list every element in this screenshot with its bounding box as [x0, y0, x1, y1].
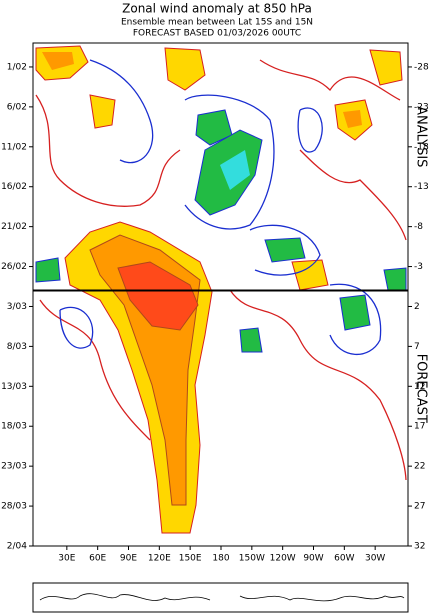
- contour: [89, 94, 116, 129]
- y2-tick-label: 22: [414, 462, 425, 472]
- y2-tick-label: -13: [414, 182, 429, 192]
- y-tick-label: 16/02: [1, 182, 27, 192]
- contour: [35, 94, 181, 207]
- contour: [220, 150, 250, 190]
- x-tick-label: 60W: [334, 554, 354, 564]
- y-tick-label: 21/02: [1, 222, 27, 232]
- y-tick-label: 18/03: [1, 422, 27, 432]
- y2-tick-label: -23: [414, 102, 429, 112]
- contour: [329, 283, 382, 356]
- contour: [383, 267, 407, 291]
- y-tick-label: 26/02: [1, 262, 27, 272]
- chart-subtitle: FORECAST BASED 01/03/2026 00UTC: [133, 29, 301, 39]
- contour: [184, 94, 275, 230]
- map-frame: [32, 582, 409, 613]
- y-tick-label: 3/03: [7, 302, 27, 312]
- y2-tick-label: -8: [414, 222, 423, 232]
- y-tick-label: 6/02: [7, 102, 27, 112]
- contour: [259, 59, 401, 101]
- contour: [89, 59, 154, 164]
- contour: [117, 261, 199, 331]
- x-tick-label: 120W: [270, 554, 296, 564]
- y2-tick-label: -3: [414, 262, 423, 272]
- y-tick-label: 1/02: [7, 62, 27, 72]
- y2-tick-label: -28: [414, 62, 429, 72]
- x-tick-label: 90W: [303, 554, 323, 564]
- y2-tick-label: 27: [414, 502, 425, 512]
- x-tick-label: 60E: [89, 554, 106, 564]
- x-tick-label: 150E: [179, 554, 202, 564]
- contour: [229, 289, 407, 481]
- x-tick-label: 30W: [365, 554, 385, 564]
- y-tick-label: 2/04: [7, 542, 27, 552]
- y-tick-label: 13/03: [1, 382, 27, 392]
- contour: [264, 237, 306, 263]
- contour: [249, 224, 321, 276]
- y2-tick-label: 32: [414, 542, 425, 552]
- chart-title: Zonal wind anomaly at 850 hPa: [122, 2, 312, 16]
- period-label: ANALYSIS: [414, 106, 429, 167]
- x-tick-label: 30E: [58, 554, 75, 564]
- x-tick-label: 150W: [239, 554, 265, 564]
- world-map: [32, 582, 409, 613]
- y-tick-label: 11/02: [1, 142, 27, 152]
- y2-tick-label: -18: [414, 142, 429, 152]
- contour: [369, 49, 403, 86]
- contour: [339, 294, 371, 331]
- y2-tick-label: 2: [414, 302, 420, 312]
- contour-field: [35, 45, 407, 534]
- contour: [195, 109, 233, 146]
- period-label: FORECAST: [414, 354, 429, 423]
- contour: [299, 149, 407, 241]
- contour: [291, 259, 329, 291]
- contour: [164, 47, 206, 91]
- contour: [239, 327, 263, 353]
- contour: [59, 306, 94, 349]
- y2-tick-label: 7: [414, 342, 420, 352]
- y2-tick-label: 12: [414, 382, 425, 392]
- x-tick-label: 180: [212, 554, 229, 564]
- coastline: [39, 593, 405, 602]
- chart-subtitle: Ensemble mean between Lat 15S and 15N: [121, 18, 313, 28]
- contour: [39, 299, 151, 441]
- y-tick-label: 23/03: [1, 462, 27, 472]
- y2-tick-label: 17: [414, 422, 425, 432]
- contour: [35, 257, 61, 283]
- y-tick-label: 28/03: [1, 502, 27, 512]
- y-tick-label: 8/03: [7, 342, 27, 352]
- x-tick-label: 120E: [148, 554, 171, 564]
- contour: [297, 107, 323, 153]
- contour: [42, 52, 74, 70]
- x-tick-label: 90E: [120, 554, 137, 564]
- contour: [343, 110, 362, 128]
